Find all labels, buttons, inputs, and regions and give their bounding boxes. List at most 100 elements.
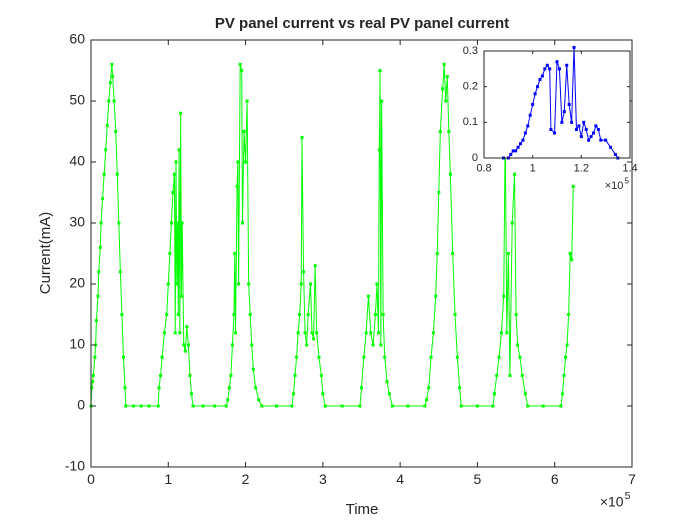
data-point xyxy=(521,138,525,142)
data-point xyxy=(238,62,242,66)
data-point xyxy=(105,123,109,127)
data-point xyxy=(557,67,561,71)
data-point xyxy=(548,67,552,71)
data-point xyxy=(448,172,452,176)
data-point xyxy=(183,349,187,353)
x-tick-label: 1.4 xyxy=(622,162,637,174)
data-point xyxy=(315,331,319,335)
data-point xyxy=(250,343,254,347)
x-tick-label: 5 xyxy=(474,471,482,487)
data-point xyxy=(235,184,239,188)
data-point xyxy=(492,392,496,396)
data-point xyxy=(381,313,385,316)
data-point xyxy=(520,374,524,377)
data-point xyxy=(189,392,193,396)
data-point xyxy=(560,120,564,124)
data-point xyxy=(385,380,389,384)
y-axis-label: Current(mA) xyxy=(37,212,54,295)
data-point xyxy=(176,313,180,316)
data-point xyxy=(526,124,530,128)
data-point xyxy=(518,355,522,359)
data-point xyxy=(378,69,382,72)
data-point xyxy=(528,113,532,117)
x-tick-label: 1.2 xyxy=(574,162,589,174)
y-tick-label: 0.1 xyxy=(463,116,478,128)
data-point xyxy=(251,367,255,371)
data-point xyxy=(93,355,97,359)
data-point xyxy=(523,392,527,396)
data-point xyxy=(429,355,433,359)
data-point xyxy=(300,136,304,140)
data-point xyxy=(302,270,306,274)
data-point xyxy=(299,282,303,286)
data-point xyxy=(310,331,314,335)
data-point xyxy=(90,386,94,390)
data-point xyxy=(505,331,509,335)
x-tick-label: 2 xyxy=(242,471,250,487)
data-point xyxy=(175,282,179,286)
x-tick-label: 4 xyxy=(396,471,404,487)
data-point xyxy=(424,398,428,402)
data-point xyxy=(387,392,391,396)
data-point xyxy=(568,252,572,255)
data-point xyxy=(516,145,520,149)
data-point xyxy=(296,331,300,335)
data-point xyxy=(293,374,297,377)
data-point xyxy=(323,404,327,408)
data-point xyxy=(230,343,234,347)
data-point xyxy=(123,386,127,390)
data-point xyxy=(495,374,499,377)
data-point xyxy=(475,404,479,408)
data-point xyxy=(523,131,527,135)
data-point xyxy=(510,221,514,225)
data-point xyxy=(104,148,108,152)
data-point xyxy=(435,252,439,255)
data-point xyxy=(173,331,177,335)
data-point xyxy=(102,172,106,176)
data-point xyxy=(613,152,617,156)
data-point xyxy=(180,221,184,225)
data-point xyxy=(240,69,244,72)
data-point xyxy=(509,152,513,156)
data-point xyxy=(186,343,190,347)
data-point xyxy=(502,294,506,298)
data-point xyxy=(514,313,518,316)
y-tick-label: 30 xyxy=(69,214,85,230)
data-point xyxy=(107,99,111,103)
data-point xyxy=(305,343,309,347)
data-point xyxy=(115,172,119,176)
data-point xyxy=(124,404,128,408)
data-point xyxy=(604,138,608,142)
y-tick-label: 40 xyxy=(69,153,85,169)
data-point xyxy=(132,404,136,408)
axes-box xyxy=(90,39,633,468)
data-point xyxy=(224,404,228,408)
y-tick-label: 0.2 xyxy=(463,81,478,93)
data-point xyxy=(171,191,175,194)
data-point xyxy=(549,127,553,131)
data-point xyxy=(366,294,370,298)
data-point xyxy=(540,74,544,78)
data-point xyxy=(91,380,95,384)
data-point xyxy=(377,148,381,152)
x-tick-label: 0 xyxy=(87,471,95,487)
data-point xyxy=(538,78,542,82)
data-point xyxy=(594,124,598,128)
data-point xyxy=(362,355,366,359)
data-point xyxy=(491,404,495,408)
data-point xyxy=(562,110,566,114)
data-point xyxy=(377,331,381,335)
data-point xyxy=(582,120,586,124)
data-point xyxy=(101,197,105,201)
x-multiplier-exponent: 5 xyxy=(625,490,631,502)
data-point xyxy=(236,160,240,164)
data-point xyxy=(506,252,510,255)
y-tick-label: 10 xyxy=(69,336,85,352)
data-point xyxy=(248,313,252,316)
data-point xyxy=(340,404,344,408)
y-tick-label: -10 xyxy=(65,458,85,474)
data-point xyxy=(174,160,178,164)
data-point xyxy=(375,282,379,286)
data-point xyxy=(560,392,564,396)
